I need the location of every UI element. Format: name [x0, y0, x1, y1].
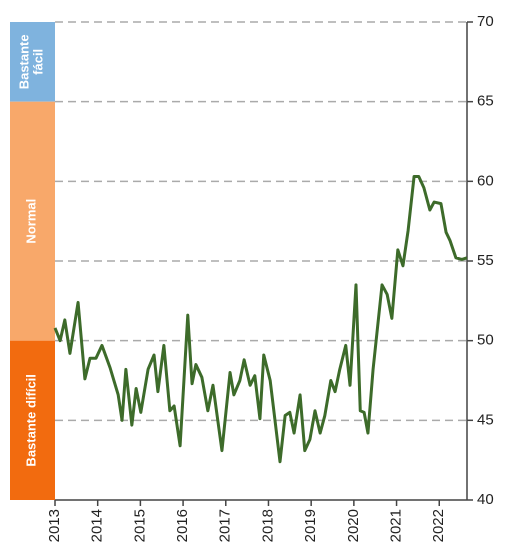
x-tick-label: 2014	[89, 509, 106, 542]
x-tick-label: 2019	[302, 509, 319, 542]
x-tick-label: 2017	[217, 509, 234, 542]
x-tick-label: 2016	[174, 509, 191, 542]
x-tick-label: 2021	[388, 509, 405, 542]
band-label: Bastante difícil	[23, 374, 38, 466]
band-label: fácil	[30, 49, 45, 75]
y-tick-label: 55	[477, 252, 494, 269]
x-tick-label: 2015	[131, 509, 148, 542]
band	[10, 340, 55, 500]
band-label: Normal	[23, 199, 38, 244]
band	[10, 101, 55, 341]
y-tick-label: 45	[477, 411, 494, 428]
x-tick-label: 2020	[345, 509, 362, 542]
band-label: Bastante	[16, 34, 31, 89]
y-tick-label: 40	[477, 491, 494, 508]
x-tick-label: 2013	[46, 509, 63, 542]
band	[10, 22, 55, 102]
x-tick-label: 2022	[430, 509, 447, 542]
line-series	[53, 175, 468, 464]
y-tick-label: 50	[477, 332, 494, 349]
y-tick-label: 60	[477, 172, 494, 189]
y-tick-label: 65	[477, 93, 494, 110]
y-tick-label: 70	[477, 13, 494, 30]
x-tick-label: 2018	[259, 509, 276, 542]
